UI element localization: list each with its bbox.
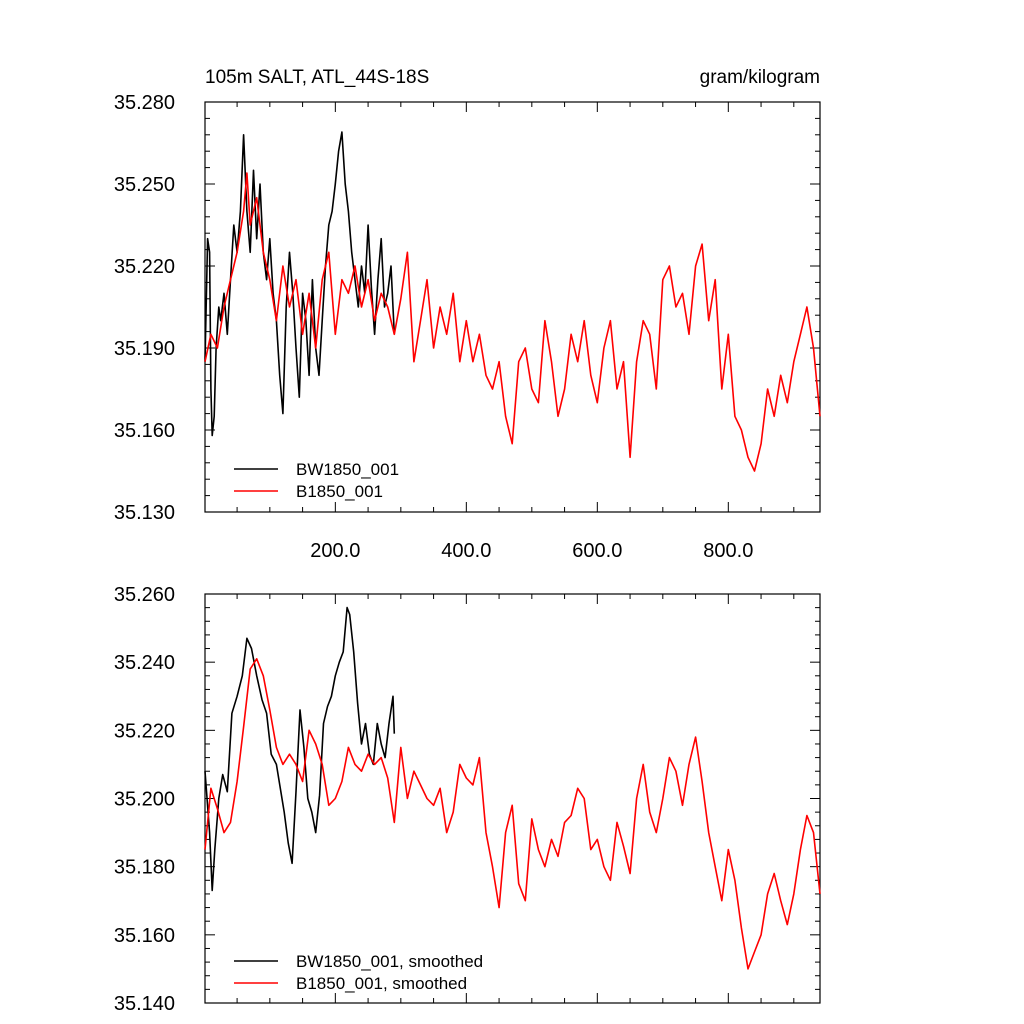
y-tick-label: 35.130 <box>114 502 175 524</box>
top-panel: 35.130 35.160 35.190 35.220 35.250 35.280 200.… <box>114 92 821 562</box>
y-tick-label: 35.160 <box>114 925 175 947</box>
legend-label-b1850-smoothed: B1850_001, smoothed <box>296 974 467 993</box>
y-tick-label: 35.190 <box>114 338 175 360</box>
bottom-panel: 35.140 35.160 35.180 35.200 35.220 35.240 35.2… <box>114 584 821 1015</box>
series-line-bw1850-001-smoothed <box>204 606 396 892</box>
y-tick-label: 35.140 <box>114 993 175 1015</box>
y-tick-label: 35.260 <box>114 584 175 606</box>
series-line-b1850-001-smoothed <box>204 657 821 970</box>
legend-label-bw1850: BW1850_001 <box>296 460 399 479</box>
x-tick-label: 400.0 <box>441 540 491 562</box>
series-line-b1850-001 <box>204 172 821 472</box>
y-tick-label: 35.240 <box>114 652 175 674</box>
x-tick-label: 600.0 <box>572 540 622 562</box>
y-tick-label: 35.220 <box>114 720 175 742</box>
plot-frame <box>204 101 821 513</box>
legend-label-bw1850-smoothed: BW1850_001, smoothed <box>296 952 483 971</box>
y-tick-label: 35.200 <box>114 789 175 811</box>
y-tick-label: 35.250 <box>114 174 175 196</box>
units-label: gram/kilogram <box>700 67 820 88</box>
bottom-legend: BW1850_001, smoothed B1850_001, smoothed <box>234 952 483 993</box>
legend-label-b1850: B1850_001 <box>296 482 383 501</box>
y-tick-label: 35.180 <box>114 857 175 879</box>
plot-frame <box>204 593 821 1004</box>
x-tick-label: 200.0 <box>310 540 360 562</box>
x-tick-label: 800.0 <box>703 540 753 562</box>
chart-title: 105m SALT, ATL_44S-18S <box>205 67 429 88</box>
top-legend: BW1850_001 B1850_001 <box>234 460 399 501</box>
y-tick-label: 35.220 <box>114 256 175 278</box>
series-line-bw1850-001 <box>204 131 396 437</box>
y-tick-label: 35.160 <box>114 420 175 442</box>
y-tick-label: 35.280 <box>114 92 175 114</box>
